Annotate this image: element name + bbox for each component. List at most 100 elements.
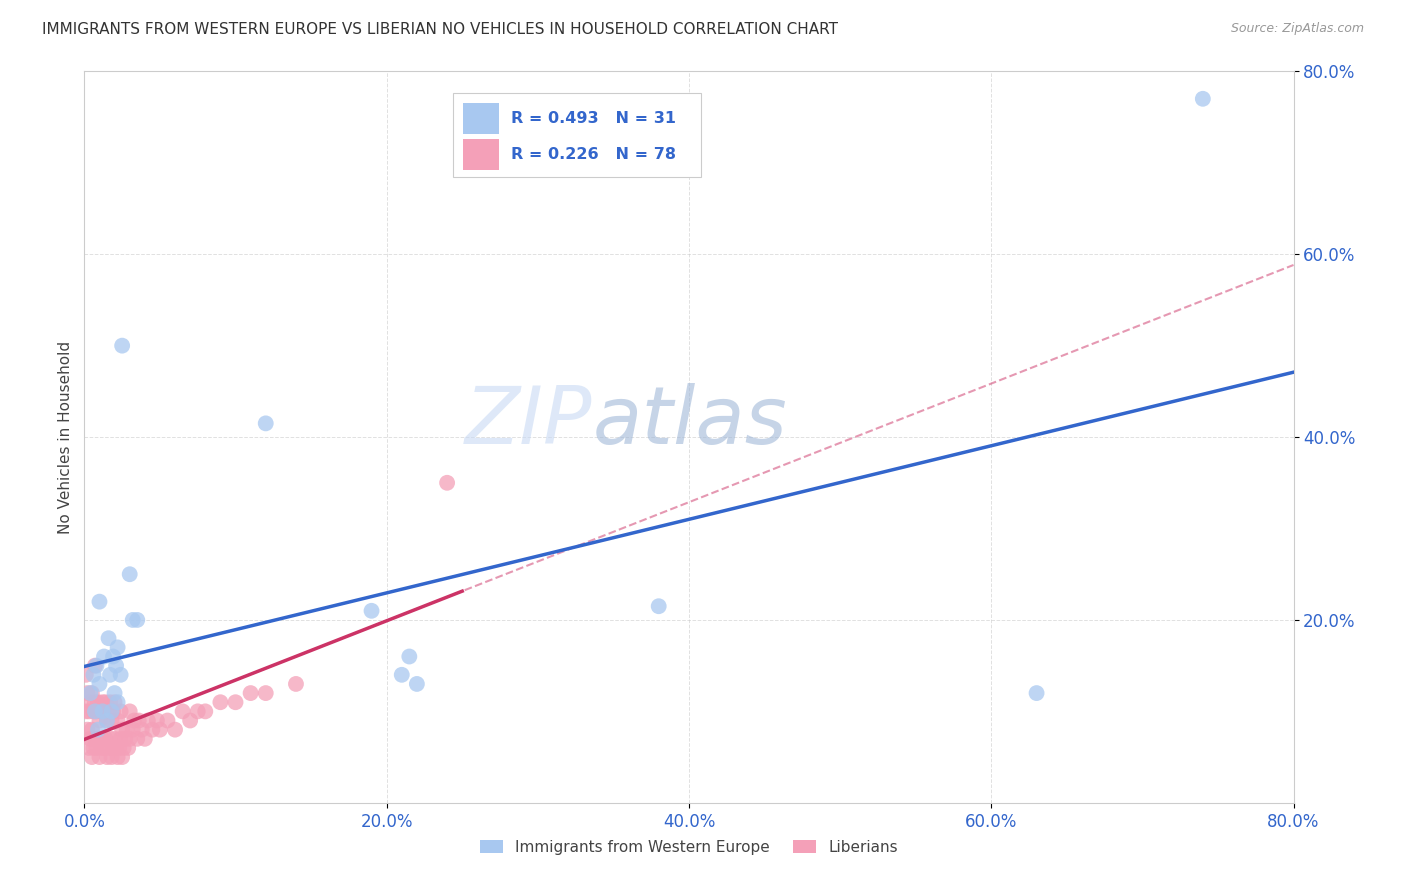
FancyBboxPatch shape (453, 94, 702, 178)
Y-axis label: No Vehicles in Household: No Vehicles in Household (58, 341, 73, 533)
Point (114, 731, 136, 746)
Point (93, 649, 115, 664)
Point (87, 695, 110, 709)
Point (118, 567, 141, 582)
Point (436, 475, 458, 490)
Point (122, 714, 145, 728)
Point (187, 705, 209, 719)
Point (86, 658, 108, 673)
Point (80, 750, 103, 764)
Point (87, 723, 110, 737)
Point (98, 695, 121, 709)
Point (89, 677, 111, 691)
Point (112, 740, 135, 755)
Point (107, 640, 129, 655)
Point (86, 740, 108, 755)
Point (77, 740, 100, 755)
Point (80, 723, 103, 737)
Point (111, 338, 134, 352)
Point (118, 705, 141, 719)
Point (172, 705, 194, 719)
Point (76, 686, 98, 700)
Point (79, 695, 101, 709)
Point (121, 613, 143, 627)
Point (93, 705, 115, 719)
Point (156, 714, 179, 728)
Point (648, 599, 671, 614)
Point (165, 723, 187, 737)
Point (89, 714, 111, 728)
Text: IMMIGRANTS FROM WESTERN EUROPE VS LIBERIAN NO VEHICLES IN HOUSEHOLD CORRELATION : IMMIGRANTS FROM WESTERN EUROPE VS LIBERI… (42, 22, 838, 37)
Point (149, 723, 172, 737)
Point (94, 731, 117, 746)
Point (91, 705, 114, 719)
Point (89, 594, 111, 608)
Point (1192, 92, 1215, 106)
Point (121, 723, 143, 737)
Point (96, 714, 118, 728)
Text: ZIP: ZIP (465, 384, 592, 461)
Point (101, 705, 124, 719)
Point (80, 686, 103, 700)
Legend: Immigrants from Western Europe, Liberians: Immigrants from Western Europe, Liberian… (474, 834, 904, 861)
Point (179, 714, 201, 728)
Point (105, 740, 128, 755)
Point (104, 686, 127, 700)
Point (104, 695, 127, 709)
Text: atlas: atlas (592, 384, 787, 461)
Point (115, 723, 138, 737)
Point (98, 667, 121, 681)
Point (254, 417, 277, 431)
Point (98, 731, 121, 746)
Point (111, 750, 134, 764)
Point (100, 705, 122, 719)
Point (84, 658, 107, 673)
Point (90, 705, 112, 719)
Point (108, 740, 131, 755)
Point (100, 714, 122, 728)
Point (127, 731, 149, 746)
Point (254, 686, 277, 700)
Point (91, 731, 114, 746)
Point (101, 740, 124, 755)
Point (91, 695, 114, 709)
Point (110, 667, 132, 681)
Point (131, 723, 153, 737)
Text: R = 0.493   N = 31: R = 0.493 N = 31 (512, 111, 676, 126)
Point (360, 604, 382, 618)
Point (93, 740, 115, 755)
Point (128, 714, 150, 728)
Point (86, 705, 108, 719)
Point (134, 731, 156, 746)
Point (90, 740, 112, 755)
Point (97, 705, 120, 719)
Point (101, 649, 124, 664)
Point (136, 714, 159, 728)
Point (79, 686, 101, 700)
Point (107, 695, 129, 709)
Point (107, 714, 129, 728)
Point (110, 705, 132, 719)
Point (104, 731, 127, 746)
Point (97, 740, 120, 755)
Point (398, 649, 420, 664)
Point (75, 705, 97, 719)
Point (79, 731, 101, 746)
Point (105, 658, 128, 673)
Point (110, 731, 132, 746)
Point (82, 667, 104, 681)
Point (82, 705, 104, 719)
Point (96, 714, 118, 728)
Point (94, 695, 117, 709)
Point (1025, 686, 1047, 700)
Point (89, 750, 111, 764)
Point (239, 686, 262, 700)
Point (146, 714, 169, 728)
Point (77, 705, 100, 719)
Point (117, 740, 139, 755)
FancyBboxPatch shape (463, 139, 499, 170)
Point (111, 723, 134, 737)
Point (141, 723, 163, 737)
Point (82, 740, 104, 755)
Point (97, 632, 120, 646)
